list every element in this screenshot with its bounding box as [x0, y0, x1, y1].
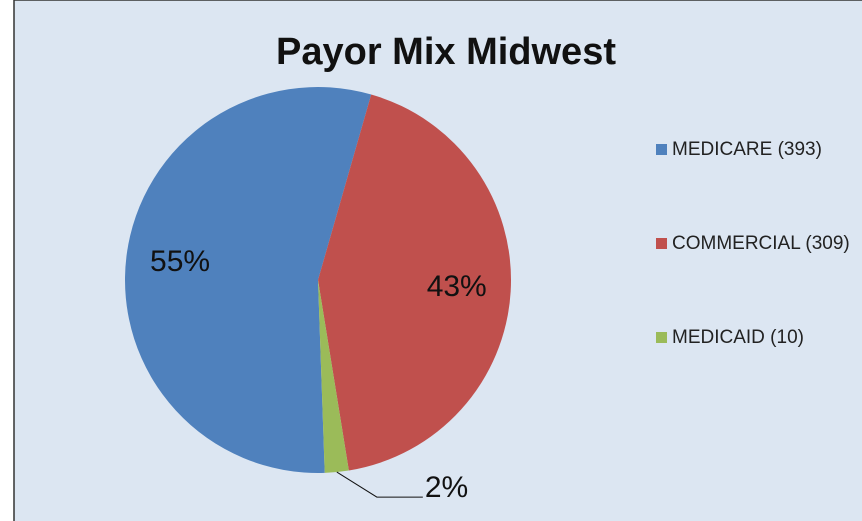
data-label: 2%	[425, 471, 468, 504]
pie-slice	[318, 94, 511, 471]
legend-swatch	[656, 238, 667, 249]
legend-swatch	[656, 144, 667, 155]
data-label: 43%	[427, 270, 487, 303]
chart-title: Payor Mix Midwest	[276, 31, 616, 73]
pie-slice	[318, 280, 349, 473]
legend-swatch	[656, 332, 667, 343]
legend-label: COMMERCIAL (309)	[672, 233, 850, 254]
pie-slice	[124, 86, 372, 473]
data-label: 55%	[150, 245, 210, 278]
leader-line	[336, 471, 423, 498]
legend-label: MEDICAID (10)	[672, 327, 804, 348]
legend-label: MEDICARE (393)	[672, 139, 822, 160]
